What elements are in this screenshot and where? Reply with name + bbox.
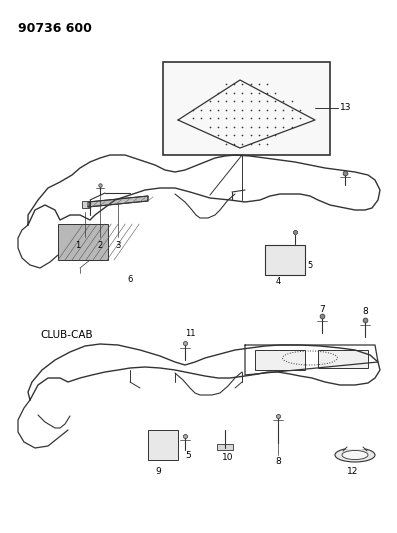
Polygon shape: [58, 224, 108, 260]
Bar: [255, 350, 305, 370]
Ellipse shape: [342, 450, 368, 459]
Polygon shape: [265, 245, 305, 275]
Text: 9: 9: [155, 467, 161, 477]
Text: 7: 7: [319, 305, 325, 314]
Bar: [82, 201, 89, 208]
Bar: [163, 62, 330, 155]
Text: 2: 2: [97, 240, 103, 249]
Text: 3: 3: [115, 240, 121, 249]
Ellipse shape: [335, 448, 375, 462]
Text: 4: 4: [276, 278, 281, 287]
Text: 12: 12: [347, 467, 358, 477]
Text: 8: 8: [275, 457, 281, 466]
Text: 8: 8: [362, 308, 368, 317]
Text: 11: 11: [185, 328, 195, 337]
Text: 6: 6: [127, 276, 133, 285]
Text: 13: 13: [340, 103, 351, 112]
Bar: [318, 350, 368, 368]
Text: 1: 1: [75, 240, 81, 249]
Text: 5: 5: [307, 261, 312, 270]
Polygon shape: [148, 430, 178, 460]
Text: 10: 10: [222, 454, 234, 463]
Text: 5: 5: [185, 450, 191, 459]
Text: 90736 600: 90736 600: [18, 22, 92, 35]
Polygon shape: [88, 196, 148, 207]
Text: CLUB-CAB: CLUB-CAB: [40, 330, 93, 340]
Bar: [217, 444, 233, 450]
